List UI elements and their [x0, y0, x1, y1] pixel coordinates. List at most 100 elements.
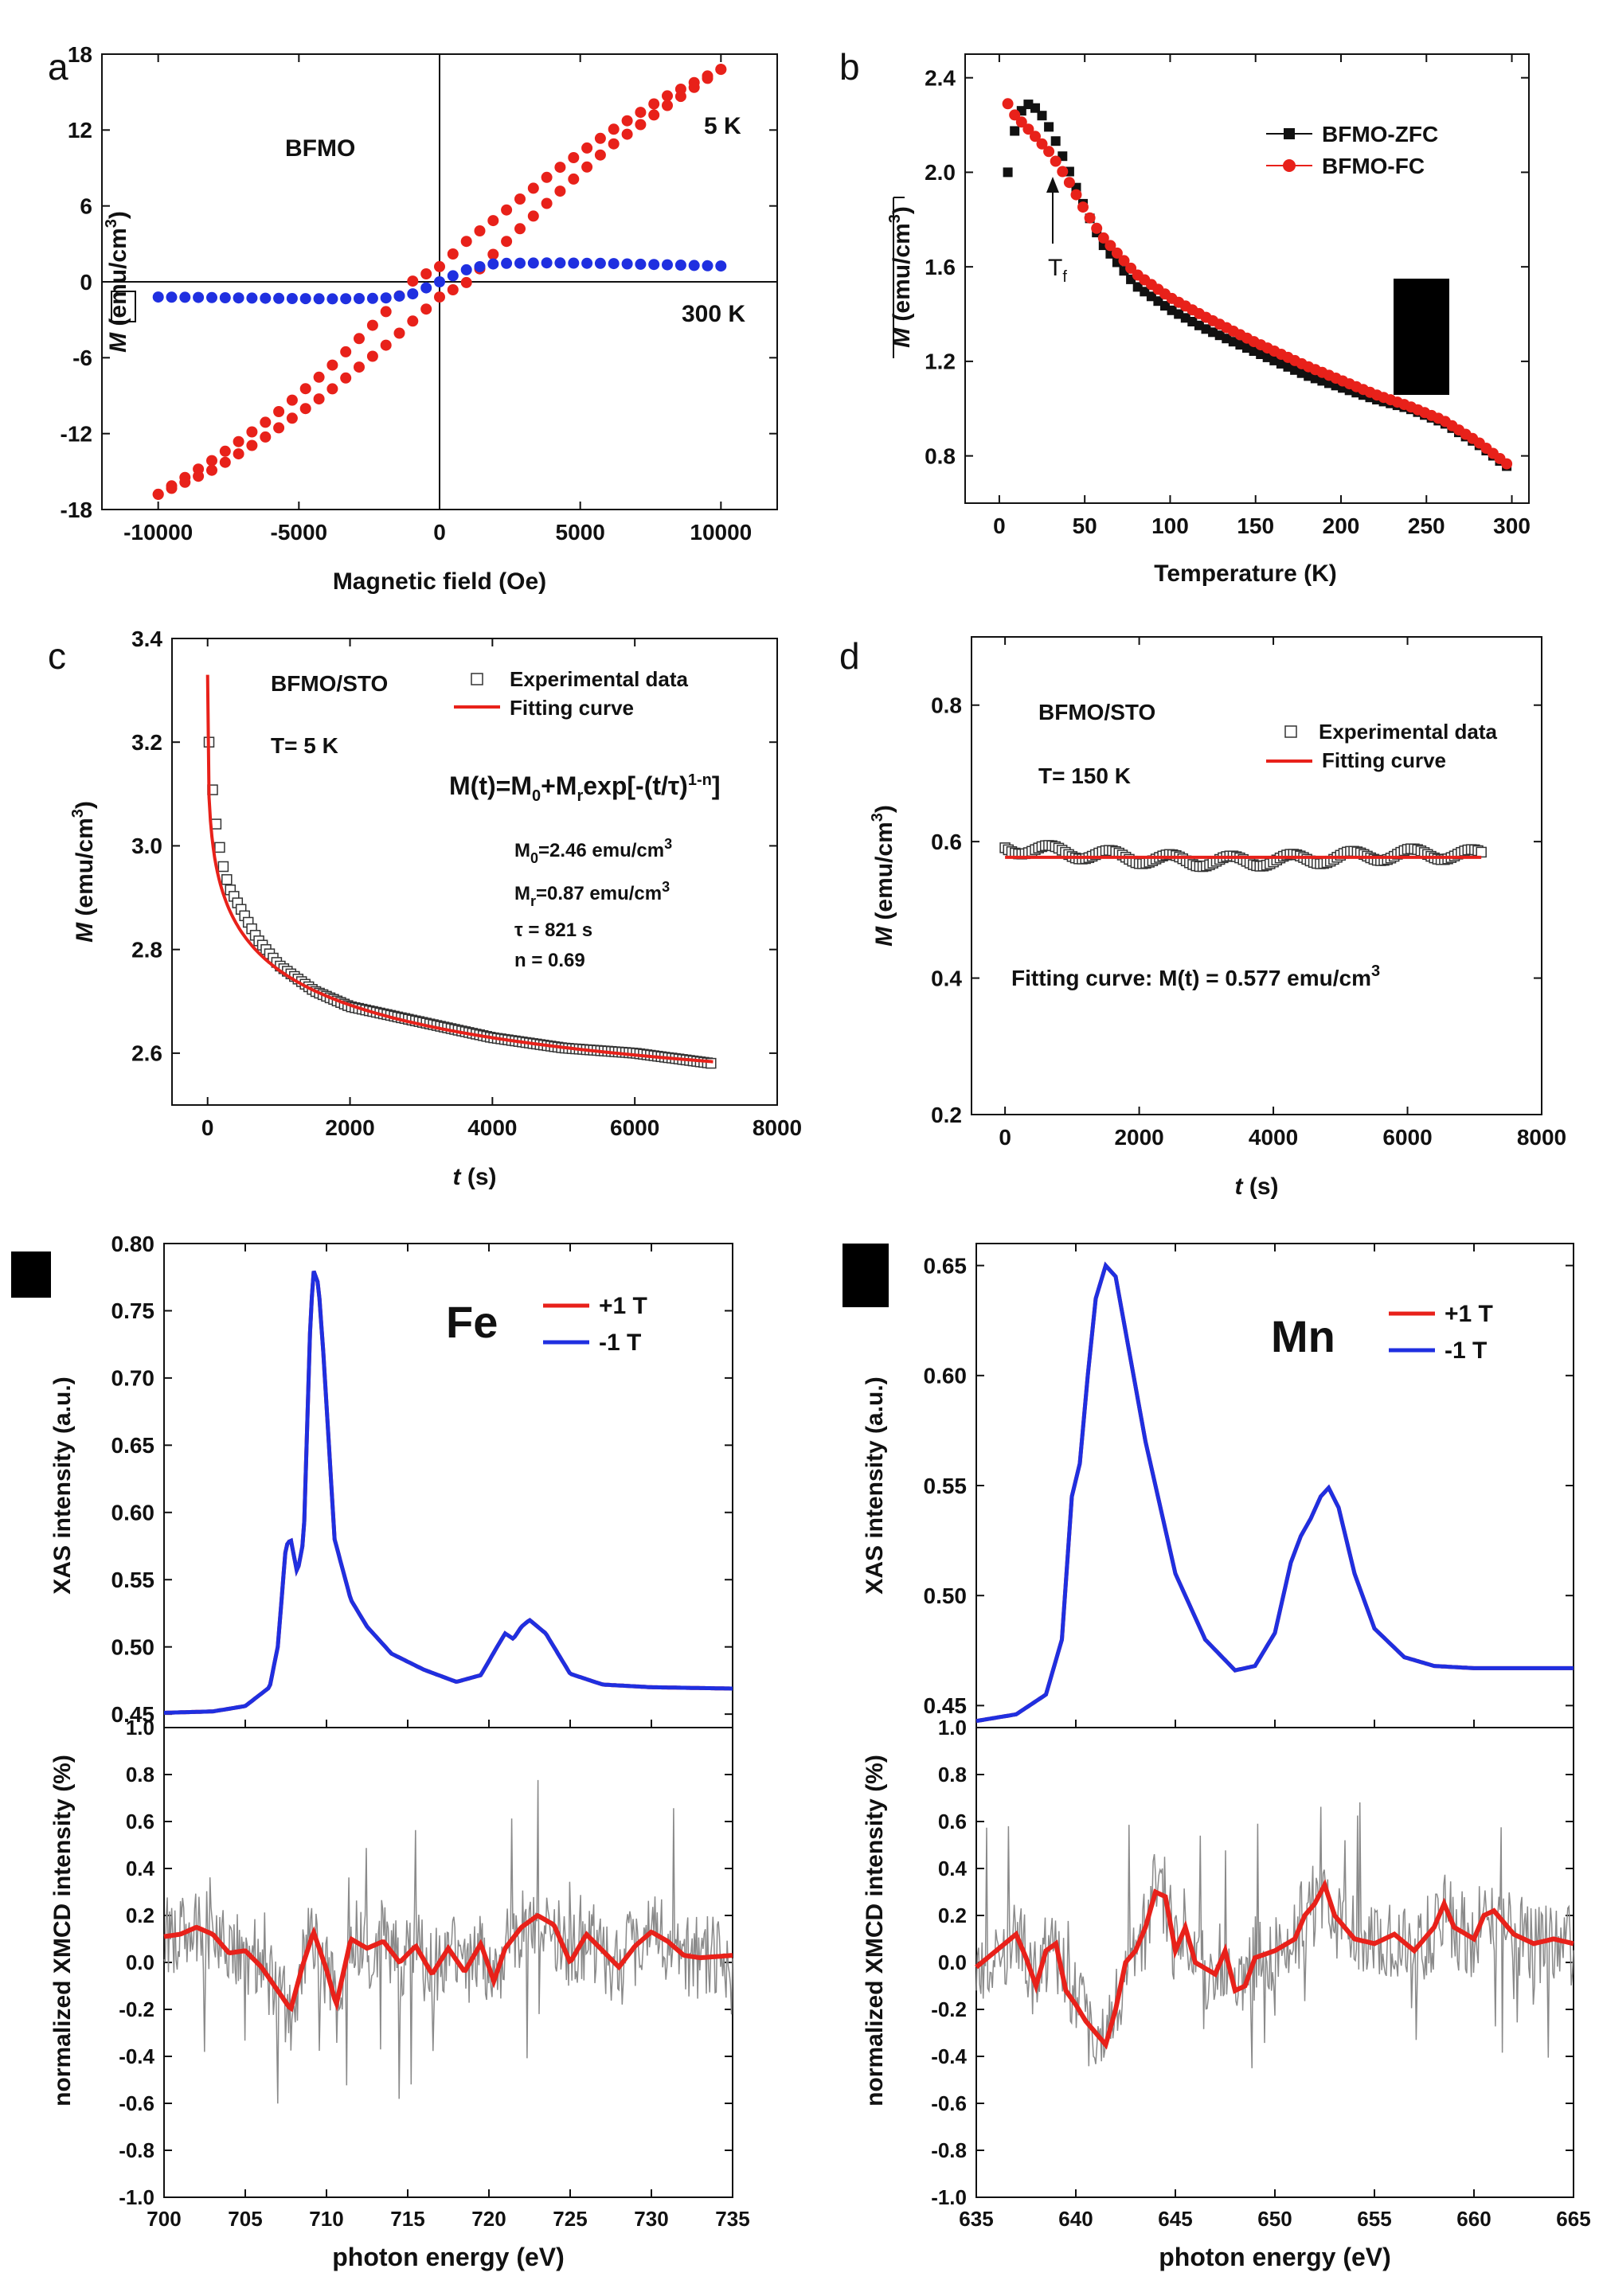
panel-b-label: b	[839, 46, 860, 88]
panel-a-point	[313, 371, 325, 383]
panel-a-point	[447, 284, 459, 295]
panel-f-legend-minus: -1 T	[1445, 1337, 1487, 1364]
panel-a-point	[460, 264, 472, 275]
panel-c: 0 2000 4000 6000 8000 2.6 2.8 3.0 3.2 3.4 c t (s) M …	[48, 627, 802, 1190]
panel-c-frame	[171, 638, 778, 1106]
panel-c-x-tick-label: 0	[201, 1115, 214, 1140]
panel-a-point	[434, 260, 445, 272]
panel-c-xlabel-part: (s)	[461, 1164, 497, 1190]
panel-d-xlabel-part: t	[1235, 1173, 1245, 1200]
panel-f-x-tick-label: 655	[1357, 2207, 1391, 2231]
panel-e: 0.45 0.50 0.55 0.60 0.65 0.70 0.75 0.80 -1.0 -0.8…	[11, 1232, 750, 2271]
panel-b-point	[1111, 247, 1123, 259]
panel-d: 0 2000 4000 6000 8000 0.2 0.4 0.6 0.8 d t (s) M (em…	[839, 635, 1566, 1200]
panel-d-x-tick-label: 2000	[1114, 1125, 1163, 1150]
panel-f-x-tick-label: 640	[1058, 2207, 1093, 2231]
panel-c-fit-curve	[205, 674, 713, 1064]
panel-e-xas-y-tick-label: 0.75	[111, 1298, 155, 1323]
panel-a-x-tick-label: -5000	[271, 520, 328, 545]
panel-f-legend: +1 T -1 T	[1389, 1301, 1493, 1364]
panel-d-data-point	[1476, 846, 1487, 858]
panel-c-param: n = 0.69	[514, 950, 585, 971]
panel-a-point	[608, 138, 620, 150]
panel-a-point	[219, 445, 231, 457]
panel-a-point	[299, 403, 311, 415]
panel-e-x-tick-label: 710	[309, 2207, 343, 2231]
panel-b-x-tick-label: 300	[1493, 513, 1531, 538]
panel-c-y-tick-label: 3.2	[131, 730, 162, 755]
panel-e-xmcd-y-tick-label: 0.6	[126, 1810, 154, 1833]
panel-a-point	[635, 258, 647, 270]
panel-c-equation-part: 0	[532, 787, 541, 805]
panel-f-xlabel: photon energy (eV)	[1159, 2243, 1391, 2271]
panel-a-point	[246, 292, 258, 304]
panel-e-xas-y-tick-label: 0.70	[111, 1366, 155, 1391]
panel-e-x-tick-label: 735	[715, 2207, 749, 2231]
panel-b-series-1	[1002, 98, 1513, 470]
panel-a-point	[460, 276, 472, 288]
panel-f-xas-ylabel-part: XAS intensity (a.u.)	[862, 1376, 888, 1594]
panel-d-legend: Experimental data Fitting curve	[1266, 720, 1498, 772]
panel-a-point	[380, 306, 392, 318]
panel-d-frame	[971, 636, 1542, 1115]
panel-b-y-tick-label: 2.4	[925, 65, 956, 90]
panel-a-point	[501, 257, 513, 269]
panel-f-xas-y-tick-label: 0.60	[924, 1364, 968, 1388]
panel-a-point	[715, 64, 727, 76]
panel-a-y-tick-label: 12	[68, 118, 92, 143]
panel-a-point	[447, 270, 459, 282]
panel-a-point	[393, 327, 405, 339]
panel-c-param-part: 3	[662, 879, 670, 895]
panel-e-xmcd-y-tick-label: 0.4	[126, 1857, 155, 1880]
panel-c-ylabel-part: (emu/cm	[72, 818, 98, 923]
panel-f-xas-minus1T	[975, 1261, 1574, 1724]
panel-b-x-tick-label: 150	[1237, 513, 1274, 538]
panel-a-point	[366, 350, 378, 362]
panel-a-point	[299, 293, 311, 305]
panel-a-point	[527, 182, 539, 194]
panel-a-y-tick-label: -6	[72, 346, 92, 370]
panel-c-label: c	[48, 635, 66, 677]
panel-d-y-tick-label: 0.4	[931, 966, 962, 990]
panel-f-xmcd-smoothed	[975, 1879, 1574, 2050]
panel-a-y-tick-label: -18	[61, 498, 92, 522]
panel-a-point	[420, 303, 432, 315]
panel-d-ylabel: M (emu/cm3)	[869, 805, 897, 947]
panel-c-legend-data: Experimental data	[510, 667, 689, 691]
panel-c-temperature: T= 5 K	[271, 733, 338, 758]
panel-d-x-tick-label: 4000	[1249, 1125, 1298, 1150]
panel-a-point	[674, 91, 686, 103]
panel-d-x-tick-label: 8000	[1517, 1125, 1566, 1150]
panel-b-xlabel: Temperature (K)	[1154, 560, 1336, 587]
panel-a-point	[608, 258, 620, 270]
panel-a-point	[621, 258, 633, 270]
panel-c-legend-fit: Fitting curve	[510, 696, 634, 720]
panel-a-xlabel: Magnetic field (Oe)	[333, 568, 546, 595]
panel-a-point	[648, 259, 660, 271]
panel-c-xlabel-part: t	[453, 1164, 463, 1190]
panel-c-equation: M(t)=M0+Mrexp[-(t/τ)1-n]	[449, 771, 720, 805]
panel-e-xas-y-tick-label: 0.65	[111, 1433, 155, 1458]
panel-d-temperature: T= 150 K	[1038, 763, 1131, 788]
panel-f-xas-y-tick-label: 0.65	[924, 1253, 968, 1278]
panel-a-point	[581, 142, 593, 154]
panel-b-legend: BFMO-ZFC BFMO-FC	[1266, 122, 1438, 178]
panel-a-point	[447, 248, 459, 260]
panel-b-y-tick-label: 1.6	[925, 255, 956, 279]
panel-a-point	[514, 193, 526, 205]
panel-b-point	[1043, 146, 1055, 158]
panel-c-equation-part: ]	[712, 771, 721, 800]
panel-a-point	[420, 282, 432, 294]
panel-b-tf-label: Tf	[1048, 255, 1067, 286]
panel-d-x-tick-label: 0	[999, 1125, 1011, 1150]
panel-a-point	[581, 257, 593, 269]
panel-c-legend: Experimental data Fitting curve	[454, 667, 689, 720]
panel-a-point	[260, 416, 272, 428]
panel-a-y-tick-label: 6	[80, 193, 92, 218]
panel-a-point	[286, 293, 298, 304]
panel-a-point	[286, 412, 298, 424]
panel-f-xas-y-tick-label: 0.55	[924, 1474, 968, 1498]
panel-e-xmcd-y-tick-label: -0.2	[119, 1997, 154, 2021]
panel-a-point	[635, 119, 647, 131]
